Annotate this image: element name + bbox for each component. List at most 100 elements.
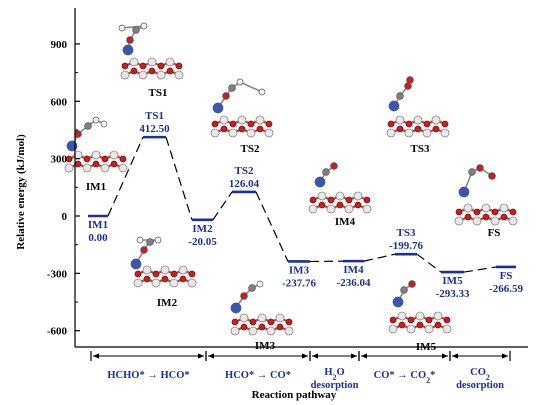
slab-atom-ti [442, 324, 452, 334]
slab-atom-ti [91, 150, 101, 160]
adsorbate-atom-ti [230, 302, 242, 314]
slab-atom-ti [178, 265, 188, 275]
structure-im1 [64, 116, 128, 173]
adsorbate-atom-o [488, 172, 496, 180]
slab-atom-ti [156, 70, 166, 80]
slab-atom-o [405, 120, 413, 128]
slab-atom-o [143, 275, 151, 283]
slab-atom-ti [151, 278, 161, 288]
slab-atom-o [285, 318, 293, 326]
slab-atom-o [229, 120, 237, 128]
slab-atom-ti [275, 313, 285, 323]
y-tick-label: -300 [47, 268, 68, 280]
slab-atom-ti [174, 70, 184, 80]
y-axis-title: Relative energy (kJ/mol) [15, 134, 27, 250]
slab-atom-ti [481, 203, 491, 213]
structure-fs [454, 164, 518, 226]
state-energy-ts2: 126.04 [229, 178, 260, 190]
slab-atom-ti [433, 311, 443, 321]
adsorbate-atom-ti [314, 176, 326, 188]
slab-atom-o [256, 125, 264, 133]
slab-atom-o [387, 120, 395, 128]
y-tick-label: 600 [51, 96, 68, 108]
slab-atom-ti [463, 203, 473, 213]
slab-atom-o [434, 321, 442, 329]
adsorbate-atom-ti [212, 102, 224, 114]
structure-label-im2: IM2 [157, 297, 178, 309]
structure-label-im4: IM4 [335, 216, 356, 228]
adsorbate-atom-ti [130, 258, 142, 270]
structure-im4 [308, 162, 372, 214]
state-name-im4: IM4 [343, 264, 364, 276]
slab-atom-ti [160, 265, 170, 275]
slab-atom-ti [353, 191, 363, 201]
adsorbate-atom-h [100, 120, 108, 128]
slab-atom-ti [499, 203, 509, 213]
slab-atom-ti [308, 204, 318, 214]
x-axis-title: Reaction pathway [252, 389, 337, 401]
slab-atom-o [134, 270, 142, 278]
adsorbate-atom-ti [122, 44, 134, 56]
adsorbate-bond [121, 25, 145, 29]
adsorbate-atom-h [140, 22, 148, 30]
slab-atom-o [238, 125, 246, 133]
adsorbate-atom-h [236, 78, 244, 86]
y-tick-label: 300 [51, 154, 68, 166]
slab-atom-ti [169, 278, 179, 288]
slab-atom-ti [210, 128, 220, 138]
slab-atom-o [509, 208, 517, 216]
slab-atom-o [110, 160, 118, 168]
slab-atom-o [231, 318, 239, 326]
molecular-structures: TS1 TS2 TS3 IM1 IM4 FS IM2 IM3 IM5 [64, 22, 518, 353]
slab-atom-o [249, 318, 257, 326]
state-name-im3: IM3 [289, 264, 310, 276]
slab-atom-o [425, 316, 433, 324]
adsorbate-atom-ti [392, 296, 404, 308]
stage-label: HCO* → CO* [225, 370, 291, 381]
slab-atom-o [130, 67, 138, 75]
adsorbate-atom-ti [388, 100, 400, 112]
slab-atom-o [188, 270, 196, 278]
slab-atom-ti [237, 115, 247, 125]
slab-atom-o [83, 155, 91, 163]
slab-atom-o [423, 120, 431, 128]
stage-label: desorption [311, 380, 359, 391]
slab-atom-o [309, 196, 317, 204]
y-tick-label: 0 [62, 211, 68, 223]
slab-atom-o [443, 316, 451, 324]
adsorbate-atom-o [240, 292, 248, 300]
slab-atom-ti [228, 128, 238, 138]
adsorbate-atom-h [118, 24, 126, 32]
slab-atom-ti [454, 216, 464, 226]
adsorbate-atom-o [330, 162, 338, 170]
state-energy-fs: -266.59 [489, 283, 523, 295]
slab-atom-ti [239, 313, 249, 323]
y-tick-label: 900 [51, 39, 68, 51]
structure-ts2 [210, 78, 274, 138]
slab-atom-ti [284, 326, 294, 336]
slab-atom-ti [64, 163, 74, 173]
slab-atom-o [74, 160, 82, 168]
slab-atom-o [327, 196, 335, 204]
state-energy-im2: -20.05 [188, 236, 217, 248]
stage-label: H2O [324, 367, 344, 382]
state-energy-ts3: -199.76 [389, 240, 423, 252]
adsorbate-atom-o [222, 92, 230, 100]
slab-atom-ti [142, 265, 152, 275]
slab-atom-o [464, 213, 472, 221]
slab-atom-o [491, 208, 499, 216]
connector-line [416, 253, 442, 273]
adsorbate-atom-c [396, 92, 404, 100]
slab-atom-o [139, 62, 147, 70]
slab-atom-ti [264, 128, 274, 138]
slab-atom-o [363, 196, 371, 204]
slab-atom-ti [413, 115, 423, 125]
slab-atom-ti [317, 191, 327, 201]
slab-atom-ti [165, 57, 175, 67]
connector-lines [107, 136, 497, 273]
state-energy-im5: -293.33 [436, 288, 470, 300]
structure-im5 [388, 280, 452, 334]
slab-atom-o [211, 120, 219, 128]
slab-atom-o [240, 323, 248, 331]
